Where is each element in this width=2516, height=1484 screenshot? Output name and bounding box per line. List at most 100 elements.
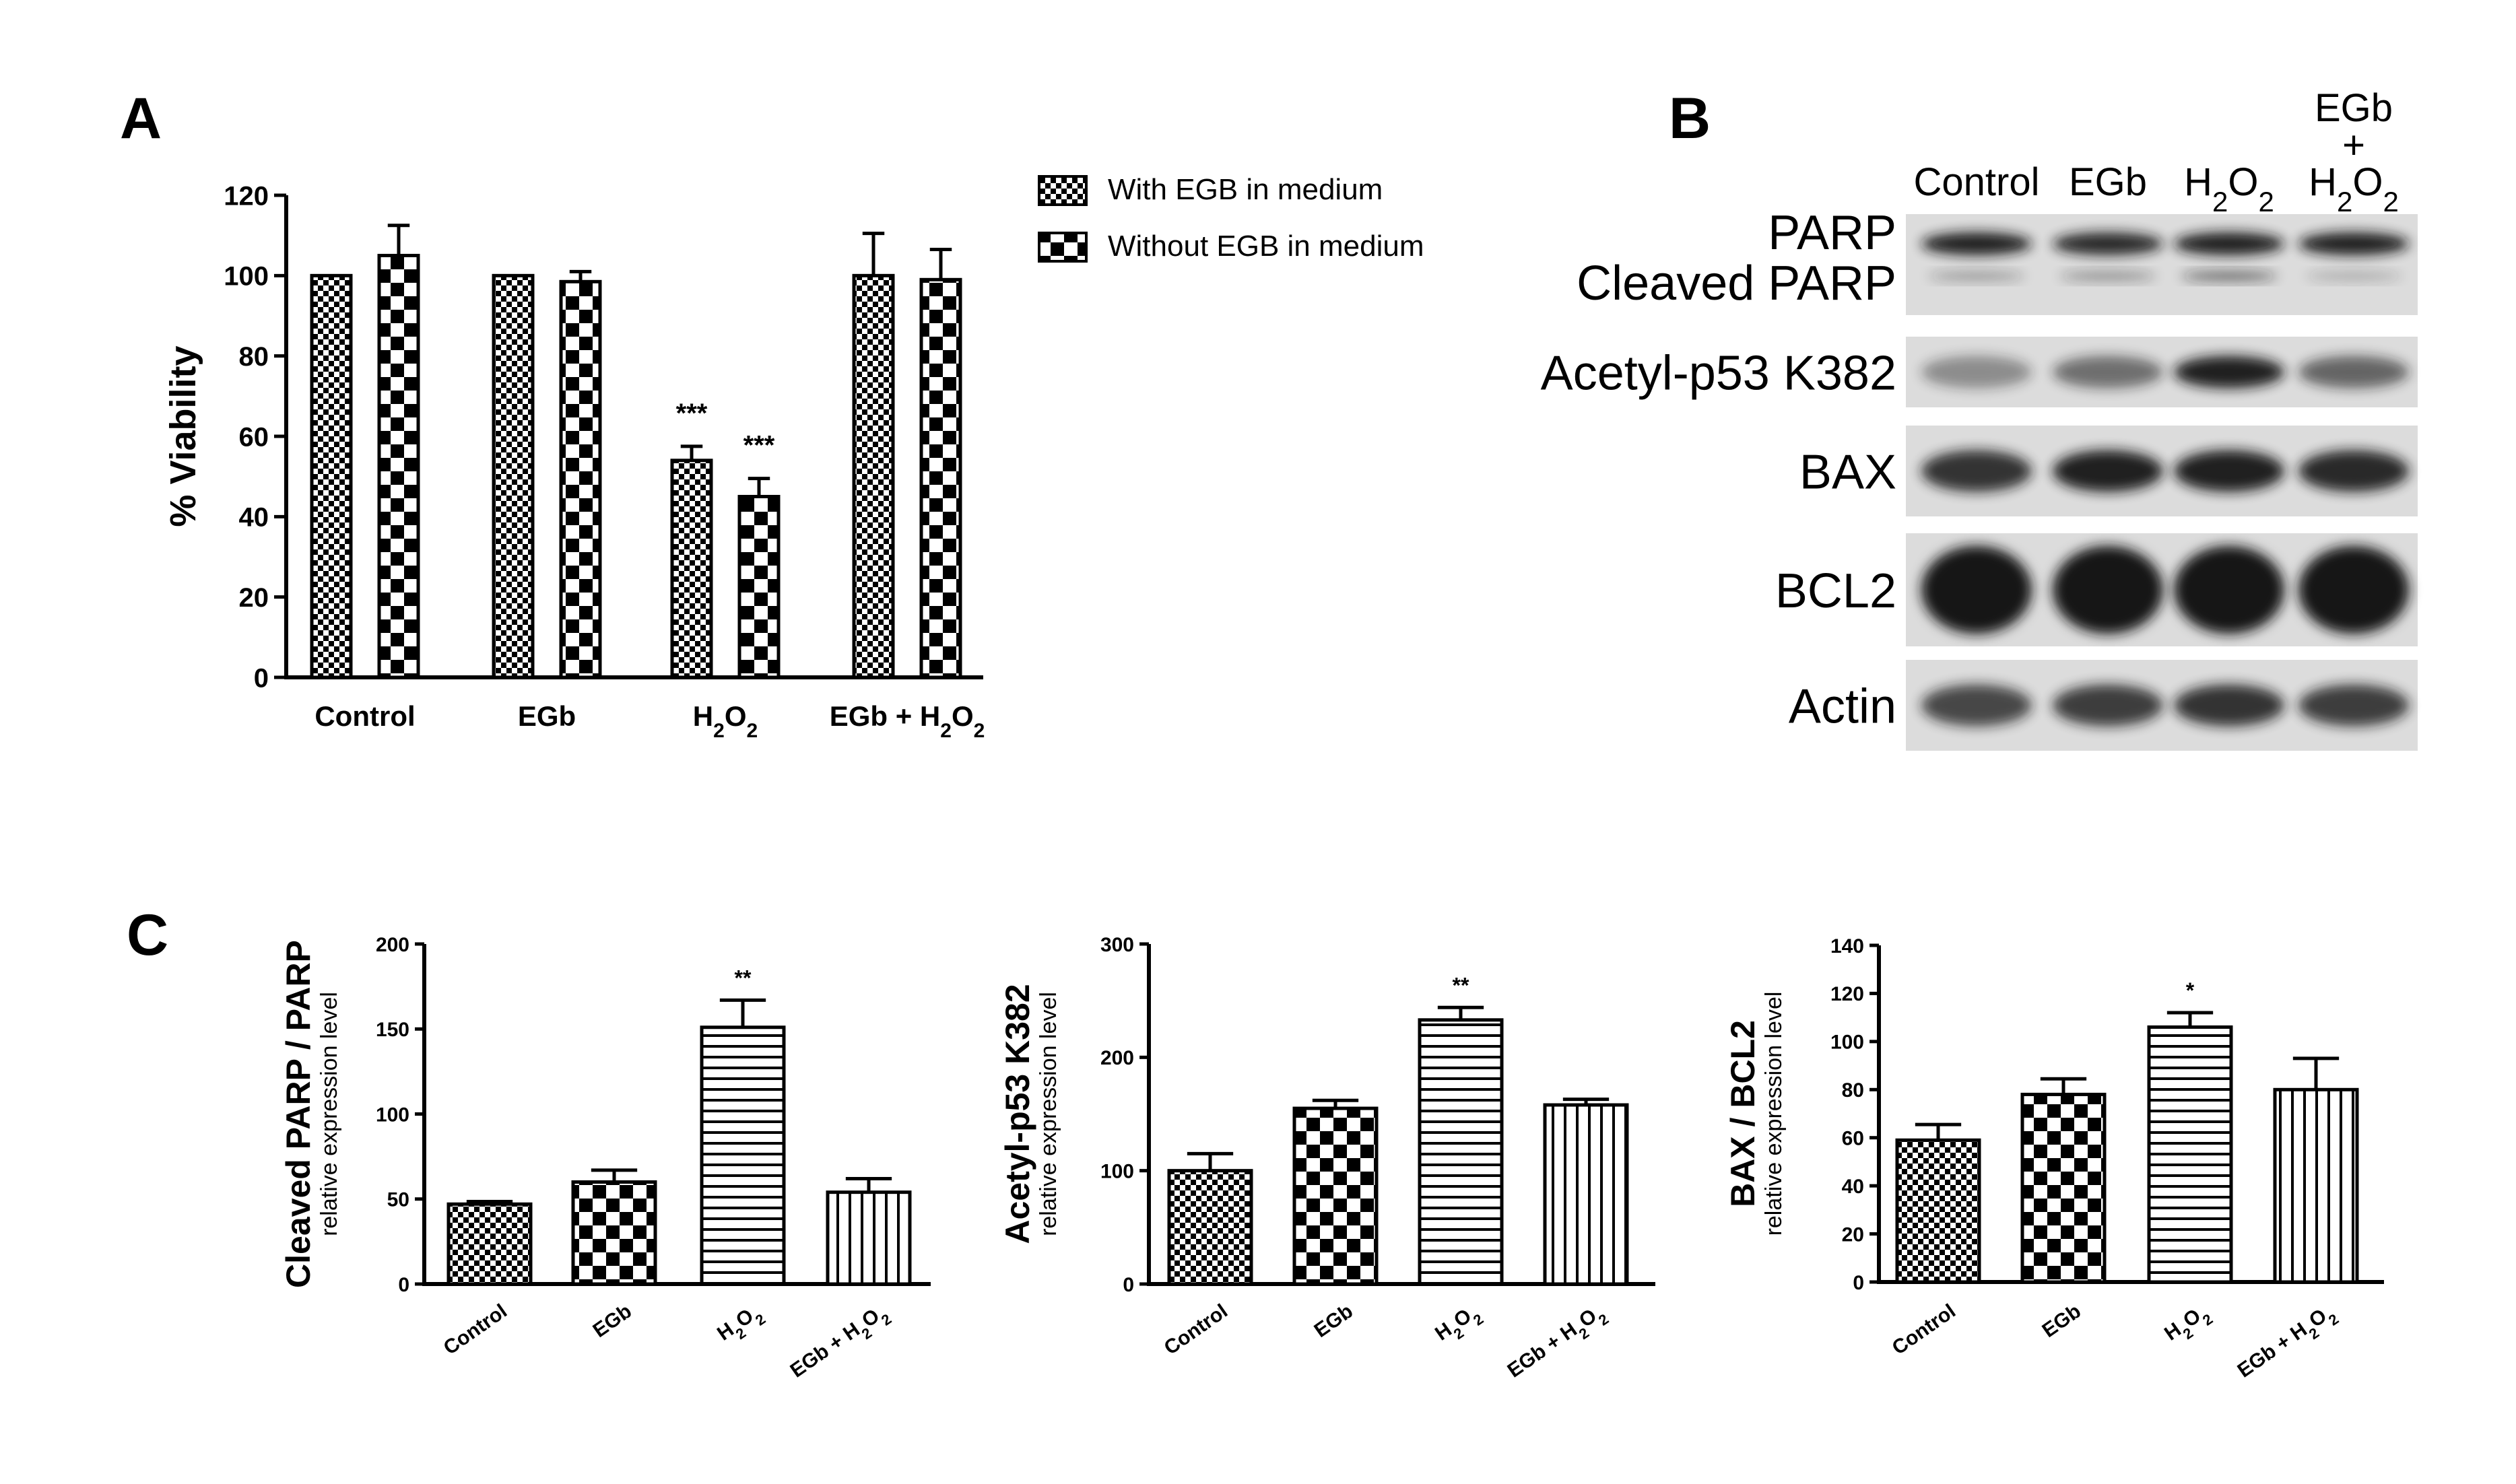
acetyl-p53-chart: 0 100 200 300 Acetyl-p53 K382 relative expres… — [999, 934, 1655, 1382]
y-tick-label: 200 — [376, 934, 409, 956]
legend-swatch — [1038, 175, 1088, 206]
y-axis-subtitle: relative expression level — [1036, 992, 1061, 1236]
x-tick-label: H2O2 — [693, 700, 758, 742]
y-axis-title: Cleaved PARP / PARP — [279, 940, 317, 1288]
blot-label: Actin — [1789, 680, 1896, 734]
bar — [1895, 1138, 1981, 1284]
y-tick-label: 20 — [239, 583, 269, 613]
y-tick-label: 80 — [1842, 1079, 1864, 1102]
legend-label: Without EGB in medium — [1108, 230, 1424, 263]
blot-band — [1921, 450, 2032, 492]
blot-band — [2053, 232, 2163, 255]
blot-band — [2298, 450, 2409, 492]
y-tick-label: 0 — [1853, 1272, 1864, 1294]
y-tick-label: 0 — [398, 1274, 409, 1296]
viability-chart: 0 20 40 60 80 100 120 % Viability *** *** Control E… — [163, 173, 1424, 742]
bar — [1543, 1103, 1629, 1286]
blot-band — [1921, 684, 2032, 727]
bar — [571, 1180, 657, 1286]
lane-header: H2O2 — [2184, 160, 2274, 217]
cleaved-parp-chart: 0 50 100 150 200 Cleaved PARP / PARP relative … — [279, 934, 931, 1382]
significance-marker: ** — [735, 966, 752, 990]
lane-header: + — [2342, 123, 2365, 167]
blot-band — [2298, 356, 2409, 389]
significance-marker: * — [2186, 978, 2195, 1003]
blot-band — [1921, 356, 2032, 389]
significance-marker: ** — [1453, 973, 1469, 997]
lane-header: EGb — [2315, 86, 2393, 130]
blot-label: BCL2 — [1775, 564, 1896, 618]
blot-band-cleaved — [2181, 271, 2278, 281]
y-tick-label: 60 — [239, 422, 269, 452]
blot-band — [2053, 450, 2163, 492]
bar — [446, 1202, 533, 1286]
bar — [826, 1190, 912, 1286]
blot-membrane — [1906, 214, 2418, 315]
y-tick-label: 100 — [376, 1104, 409, 1126]
blot-band — [2174, 684, 2284, 727]
blot-row: Actin — [1789, 660, 2418, 751]
y-tick-label: 0 — [254, 663, 269, 693]
y-tick-label: 80 — [239, 342, 269, 372]
lane-header: Control — [1914, 160, 2040, 204]
y-axis-subtitle: relative expression level — [317, 992, 342, 1236]
legend-swatch — [1038, 232, 1088, 263]
x-tick-label: Control — [1888, 1300, 1960, 1359]
y-tick-label: 150 — [376, 1019, 409, 1041]
lane-header: EGb — [2069, 160, 2147, 204]
y-tick-label: 60 — [1842, 1128, 1864, 1150]
significance-marker: *** — [676, 399, 708, 428]
panel-label-a: A — [120, 86, 162, 151]
bar — [919, 277, 962, 679]
blot-band — [2174, 545, 2284, 634]
bar — [2147, 1025, 2233, 1284]
x-tick-label: Control — [440, 1300, 511, 1359]
blot-band-cleaved — [1928, 271, 2025, 281]
bar — [559, 279, 602, 679]
bar — [1418, 1018, 1504, 1286]
y-tick-label: 100 — [1830, 1032, 1864, 1054]
y-tick-label: 140 — [1830, 935, 1864, 957]
x-tick-label: EGb + H2O2 — [2234, 1300, 2342, 1388]
x-tick-label: EGb — [589, 1300, 636, 1342]
panel-label-b: B — [1669, 86, 1711, 151]
blot-band — [2298, 232, 2409, 255]
blot-band — [2174, 450, 2284, 492]
blot-label: Cleaved PARP — [1577, 257, 1896, 310]
y-tick-label: 120 — [1830, 983, 1864, 1005]
y-tick-label: 40 — [1842, 1176, 1864, 1198]
blot-band — [2174, 232, 2284, 255]
y-tick-label: 40 — [239, 503, 269, 533]
bar — [852, 273, 895, 679]
y-axis-title: Acetyl-p53 K382 — [999, 984, 1036, 1244]
y-axis-subtitle: relative expression level — [1761, 992, 1787, 1236]
blot-band — [2174, 356, 2284, 389]
blot-band-cleaved — [2305, 271, 2402, 281]
blot-band — [2298, 545, 2409, 634]
bar — [2020, 1092, 2107, 1284]
bar — [737, 495, 781, 679]
blot-band — [2053, 545, 2163, 634]
blot-band — [1921, 232, 2032, 255]
x-tick-label: H2O2 — [2160, 1300, 2216, 1351]
panel-label-c: C — [127, 903, 168, 968]
bar — [377, 254, 420, 679]
bar — [670, 459, 713, 679]
y-tick-label: 50 — [387, 1189, 409, 1211]
bar — [2273, 1087, 2359, 1284]
x-tick-label: EGb — [518, 700, 576, 732]
bar — [700, 1025, 786, 1286]
blot-label: PARP — [1768, 206, 1896, 260]
blot-label: Acetyl-p53 K382 — [1541, 347, 1896, 401]
legend: With EGB in medium Without EGB in medium — [1038, 173, 1424, 263]
x-tick-label: EGb — [2039, 1300, 2085, 1342]
x-tick-label: H2O2 — [1431, 1300, 1486, 1351]
y-tick-label: 300 — [1100, 934, 1134, 956]
x-tick-label: Control — [1160, 1300, 1232, 1359]
bar — [492, 273, 535, 679]
y-tick-label: 100 — [224, 262, 269, 292]
blot-label: BAX — [1799, 446, 1896, 500]
lane-header: H2O2 — [2309, 160, 2399, 217]
blot-band — [1921, 545, 2032, 634]
